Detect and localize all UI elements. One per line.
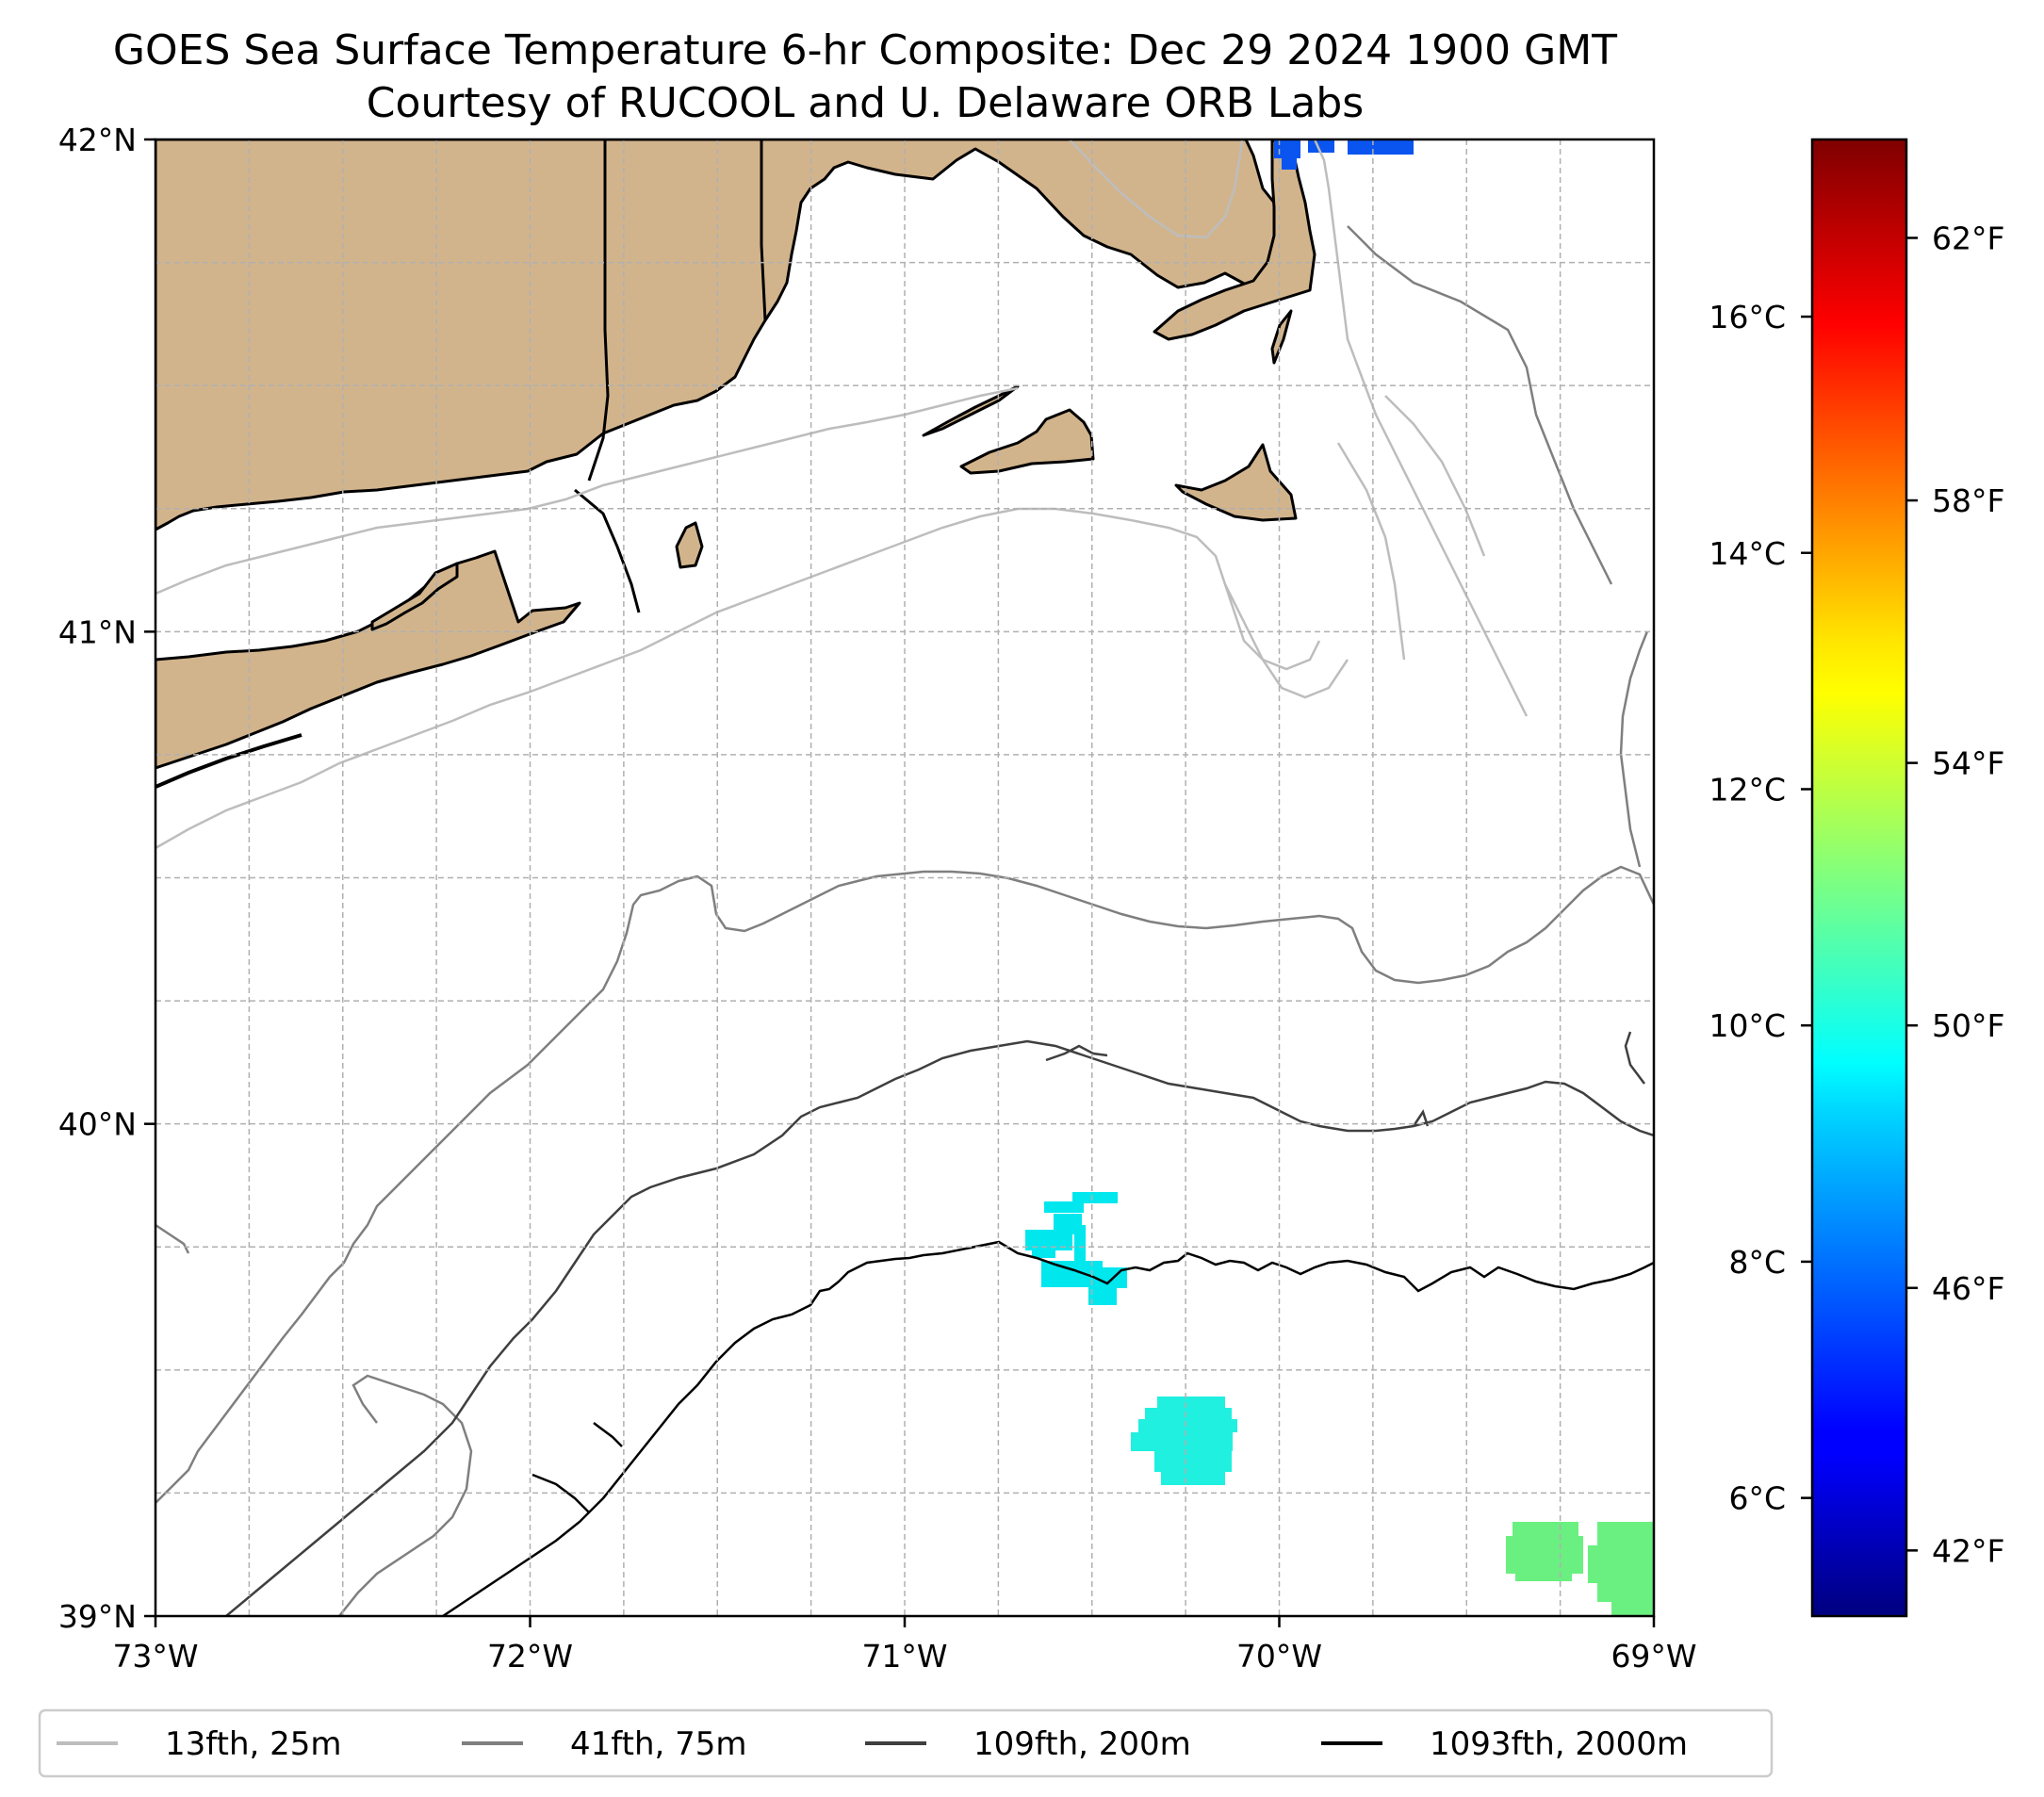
- land-areas: [155, 139, 1316, 770]
- state-borders: [587, 139, 767, 482]
- x-tick-label: 71°W: [861, 1638, 947, 1674]
- sst-patch-southeast: [1506, 1522, 1654, 1616]
- colorbar-fahrenheit-label: 58°F: [1932, 482, 2004, 519]
- colorbar-celsius-label: 8°C: [1728, 1244, 1786, 1281]
- land-marthas-vineyard: [959, 408, 1095, 475]
- colorbar-celsius-label: 10°C: [1709, 1007, 1786, 1044]
- y-tick-label: 40°N: [58, 1106, 137, 1143]
- isobath-25m: [155, 139, 1529, 850]
- colorbar-fahrenheit-label: 46°F: [1932, 1270, 2004, 1307]
- nj-ny-coast: [155, 733, 303, 789]
- y-tick-label: 39°N: [58, 1598, 137, 1635]
- map-title-line1: GOES Sea Surface Temperature 6-hr Compos…: [113, 26, 1617, 74]
- colorbar-fahrenheit-ticks: 42°F 46°F 50°F 54°F 58°F 62°F: [1906, 220, 2004, 1569]
- legend-label: 109fth, 200m: [973, 1725, 1191, 1763]
- y-tick-label: 41°N: [58, 613, 137, 650]
- colorbar-fahrenheit-label: 42°F: [1932, 1532, 2004, 1569]
- colorbar-celsius-label: 14°C: [1709, 535, 1786, 572]
- x-tick-label: 72°W: [487, 1638, 573, 1674]
- legend-label: 41fth, 75m: [570, 1725, 747, 1763]
- colorbar-fahrenheit-label: 50°F: [1932, 1007, 2004, 1044]
- legend-items: 13fth, 25m 41fth, 75m 109fth, 200m 1093fth,…: [57, 1725, 1688, 1763]
- land-nantucket: [1174, 443, 1298, 522]
- y-axis-ticks: 42°N 41°N 40°N 39°N: [58, 122, 155, 1635]
- colorbar-celsius-label: 16°C: [1709, 299, 1786, 335]
- colorbar-fahrenheit-label: 62°F: [1932, 220, 2004, 256]
- colorbar-fahrenheit-label: 54°F: [1932, 745, 2004, 782]
- land-elizabeth-islands: [922, 384, 1020, 437]
- sst-patch-shelf-break: [1025, 1192, 1127, 1305]
- land-long-island: [155, 549, 581, 770]
- y-tick-label: 42°N: [58, 122, 137, 158]
- land-long-island-north-fork: [370, 562, 459, 631]
- ct-shore-hook: [574, 488, 641, 613]
- sst-patch-warm-eddy: [1131, 1397, 1237, 1485]
- x-tick-label: 70°W: [1236, 1638, 1322, 1674]
- colorbar-celsius-label: 12°C: [1709, 771, 1786, 808]
- colorbar: [1810, 138, 1908, 1618]
- land-block-island: [675, 521, 704, 569]
- gridlines: [155, 139, 1654, 1616]
- isobath-2000m: [442, 1240, 1654, 1616]
- x-tick-label: 73°W: [112, 1638, 198, 1674]
- land-cape-cod: [1153, 139, 1316, 341]
- legend-label: 13fth, 25m: [165, 1725, 342, 1763]
- colorbar-celsius-label: 6°C: [1728, 1480, 1786, 1517]
- land-new-england: [155, 139, 1307, 531]
- land-monomoy: [1270, 309, 1293, 365]
- map-title-line2: Courtesy of RUCOOL and U. Delaware ORB L…: [367, 79, 1364, 127]
- sst-patch-gulf-of-maine: [1274, 139, 1414, 170]
- legend-label: 1093fth, 2000m: [1430, 1725, 1688, 1763]
- x-axis-ticks: 73°W 72°W 71°W 70°W 69°W: [112, 1616, 1697, 1674]
- colorbar-celsius-ticks: 6°C 8°C 10°C 12°C 14°C 16°C: [1709, 299, 1812, 1517]
- x-tick-label: 69°W: [1611, 1638, 1696, 1674]
- isobath-75m: [155, 225, 1654, 1616]
